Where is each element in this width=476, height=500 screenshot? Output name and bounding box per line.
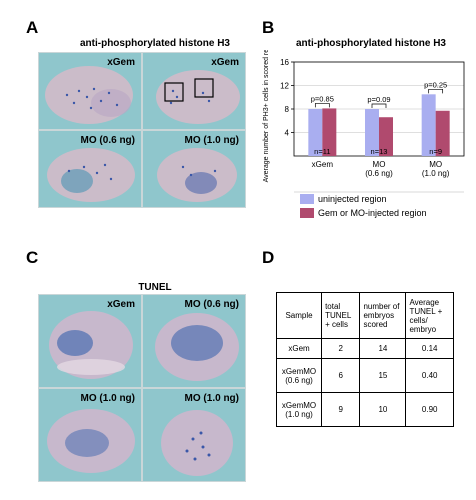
- x-tick-label: MO: [373, 160, 386, 169]
- x-tick-label: xGem: [312, 160, 334, 169]
- y-tick-label: 16: [280, 58, 289, 67]
- photo-a1: xGem: [38, 52, 142, 130]
- table-cell-embryos: 10: [359, 392, 407, 427]
- legend-swatch-injected: [300, 208, 314, 218]
- x-tick-label: (0.6 ng): [365, 169, 393, 178]
- p-bracket: [371, 103, 387, 108]
- embryo-image: [143, 295, 245, 387]
- photo-caption: MO (1.0 ng): [184, 393, 239, 404]
- n-label: n=13: [371, 147, 388, 156]
- photo-c3: MO (1.0 ng): [38, 388, 142, 482]
- table-row: xGemMO (0.6 ng) 6 15 0.40: [275, 358, 454, 393]
- bar: [421, 94, 436, 156]
- embryo-image: [143, 131, 245, 207]
- embryo-image: [143, 53, 245, 129]
- p-value-label: p=0.09: [367, 95, 390, 104]
- table-cell-embryos: 15: [359, 358, 407, 393]
- scored-region-box: [164, 82, 184, 102]
- photo-c1: xGem: [38, 294, 142, 388]
- panel-label-a: A: [26, 18, 39, 37]
- embryo-image: [143, 389, 245, 481]
- legend-label-injected: Gem or MO-injected region: [318, 208, 427, 218]
- y-tick-label: 12: [280, 82, 289, 91]
- table-header-sample: Sample: [275, 292, 323, 339]
- photo-caption: xGem: [107, 57, 135, 68]
- embryo-image: [39, 131, 141, 207]
- bar: [308, 109, 323, 156]
- n-label: n=11: [314, 147, 330, 156]
- table-header-embryos: number of embryos scored: [359, 292, 407, 339]
- photo-a3: MO (0.6 ng): [38, 130, 142, 208]
- photo-c4: MO (1.0 ng): [142, 388, 246, 482]
- y-axis-label: Average number of PH3+ cells in scored r…: [263, 50, 270, 182]
- x-tick-label: (1.0 ng): [422, 169, 450, 178]
- n-label: n=9: [429, 147, 442, 156]
- legend-label-uninjected: uninjected region: [318, 194, 387, 204]
- photo-a2: xGem: [142, 52, 246, 130]
- table-header-total: total TUNEL + cells: [321, 292, 361, 339]
- table-cell-total: 2: [321, 338, 361, 359]
- table-header-average: Average TUNEL + cells/ embryo: [405, 292, 454, 339]
- table-cell-average: 0.90: [405, 392, 454, 427]
- p-bracket: [428, 88, 444, 94]
- bar: [435, 110, 450, 156]
- photo-c2: MO (0.6 ng): [142, 294, 246, 388]
- panel-label-b: B: [262, 18, 275, 37]
- table-cell-embryos: 14: [359, 338, 407, 359]
- panel-c-title: TUNEL: [138, 282, 172, 293]
- p-value-label: p=0.85: [311, 94, 334, 103]
- p-value-label: p=0.25: [424, 80, 447, 89]
- table-cell-total: 9: [321, 392, 361, 427]
- panel-label-c: C: [26, 248, 39, 267]
- p-bracket: [314, 103, 330, 108]
- table-cell-total: 6: [321, 358, 361, 393]
- photo-a4: MO (1.0 ng): [142, 130, 246, 208]
- photo-caption: MO (1.0 ng): [184, 135, 239, 146]
- panel-label-d: D: [262, 248, 275, 267]
- embryo-image: [39, 53, 141, 129]
- photo-caption: MO (1.0 ng): [80, 393, 135, 404]
- table-cell-average: 0.14: [405, 338, 454, 359]
- table-row: xGemMO (1.0 ng) 9 10 0.90: [275, 392, 454, 427]
- bar: [322, 108, 337, 156]
- ph3-bar-chart: 4 8 12 16 Average number of PH3+ cells in sc…: [263, 50, 465, 193]
- bar: [379, 117, 393, 156]
- photo-caption: MO (0.6 ng): [80, 135, 135, 146]
- panel-b-title: anti-phosphorylated histone H3: [295, 38, 446, 49]
- embryo-image: [39, 389, 141, 481]
- table-row: xGem 2 14 0.14: [275, 338, 454, 359]
- table-cell-sample: xGemMO (0.6 ng): [275, 358, 323, 393]
- tunel-table: Sample total TUNEL + cells number of emb…: [275, 292, 454, 427]
- y-tick-label: 8: [285, 105, 290, 114]
- scored-region-box: [194, 78, 214, 98]
- y-tick-label: 4: [285, 129, 290, 138]
- legend-swatch-uninjected: [300, 194, 314, 204]
- x-tick-label: MO: [429, 160, 442, 169]
- panel-a-title: anti-phosphorylated histone H3: [79, 38, 230, 49]
- photo-caption: MO (0.6 ng): [184, 299, 239, 310]
- table-cell-sample: xGem: [275, 338, 323, 359]
- photo-caption: xGem: [211, 57, 239, 68]
- photo-caption: xGem: [107, 299, 135, 310]
- bar: [365, 109, 379, 156]
- embryo-image: [39, 295, 141, 387]
- table-cell-average: 0.40: [405, 358, 454, 393]
- table-cell-sample: xGemMO (1.0 ng): [275, 392, 323, 427]
